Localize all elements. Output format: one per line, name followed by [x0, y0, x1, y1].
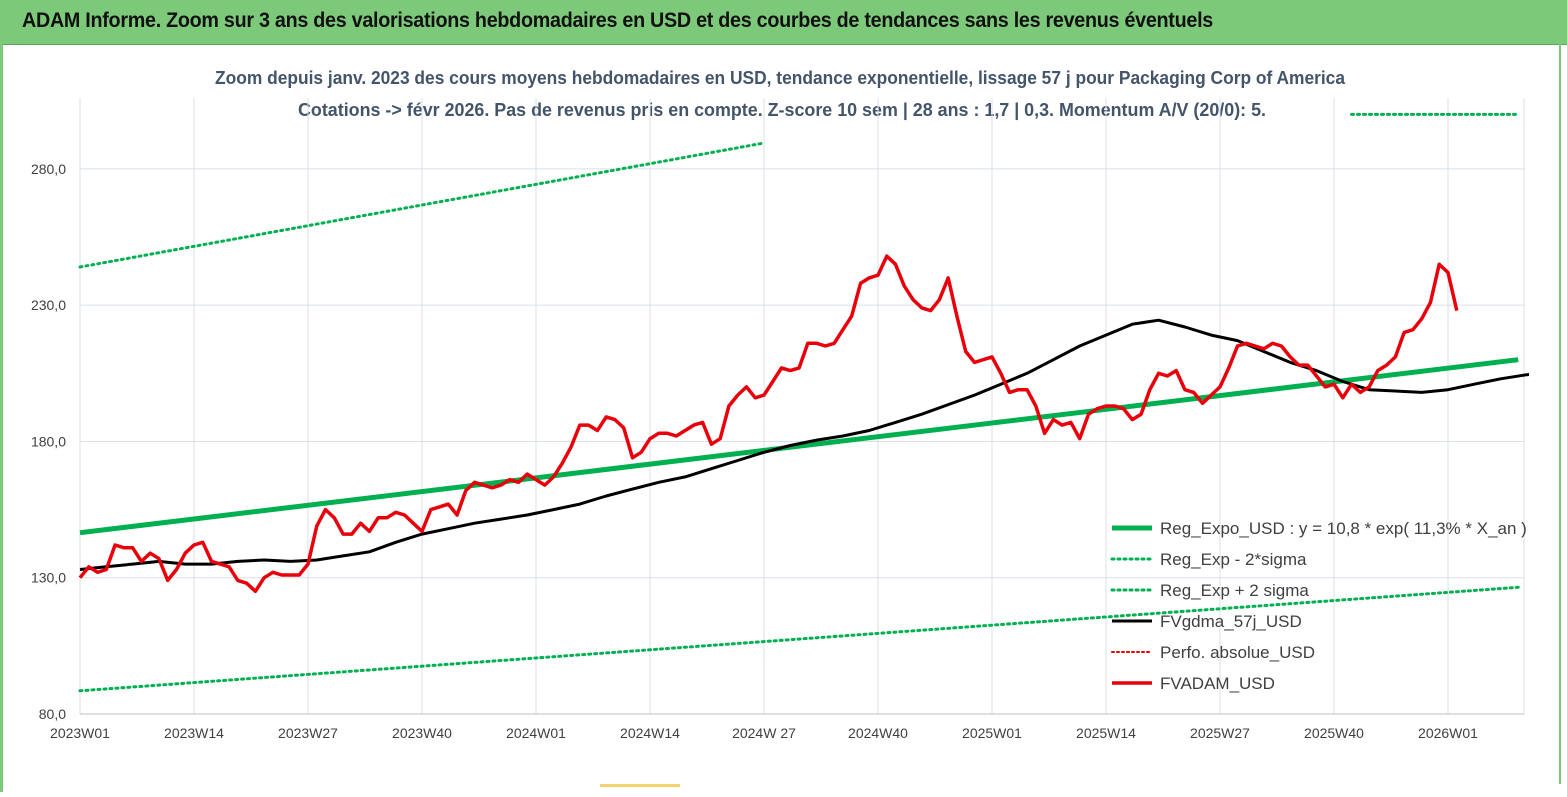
report-banner: ADAM Informe. Zoom sur 3 ans des valoris…	[0, 0, 1567, 45]
right-border	[1559, 44, 1561, 784]
bottom-marker	[600, 784, 680, 787]
x-tick-label: 2023W27	[278, 725, 338, 741]
y-tick-label: 280,0	[31, 161, 66, 177]
y-tick-label: 180,0	[31, 433, 66, 449]
legend-label: Reg_Exp + 2 sigma	[1160, 581, 1309, 600]
chart-frame: Zoom depuis janv. 2023 des cours moyens …	[0, 44, 1567, 792]
legend-label: Perfo. absolue_USD	[1160, 643, 1315, 662]
legend-label: Reg_Exp - 2*sigma	[1160, 550, 1307, 569]
grid-lines	[79, 98, 1525, 715]
fvadam-usd-series-line	[78, 254, 1459, 594]
x-tick-label: 2026W01	[1418, 725, 1478, 741]
reg-expo-usd-series-line	[79, 357, 1519, 536]
legend: Reg_Expo_USD : y = 10,8 * exp( 11,3% * X…	[1110, 519, 1527, 693]
legend-label: Reg_Expo_USD : y = 10,8 * exp( 11,3% * X…	[1160, 519, 1527, 538]
x-tick-label: 2024W14	[620, 725, 680, 741]
x-axis-ticks: 2023W01 2023W14 2023W27 2023W40 2024W01 2024W…	[50, 725, 1478, 741]
reg-exp-2-sigma-series-line	[78, 141, 766, 269]
x-tick-label: 2024W 27	[732, 725, 796, 741]
y-tick-label: 230,0	[31, 297, 66, 313]
y-tick-label: 130,0	[31, 570, 66, 586]
chart-subtitle: Cotations -> févr 2026. Pas de revenus p…	[298, 100, 1266, 120]
chart-title: Zoom depuis janv. 2023 des cours moyens …	[215, 68, 1346, 88]
plot-area	[78, 112, 1529, 693]
reg-exp-2-sigma-series-line	[78, 585, 1520, 693]
report-title: ADAM Informe. Zoom sur 3 ans des valoris…	[22, 9, 1213, 32]
x-tick-label: 2023W40	[392, 725, 452, 741]
left-border	[0, 44, 3, 792]
x-tick-label: 2024W01	[506, 725, 566, 741]
legend-label: FVADAM_USD	[1160, 674, 1275, 693]
fvgdma-57j-usd-series-line	[79, 318, 1529, 571]
x-tick-label: 2025W01	[962, 725, 1022, 741]
x-tick-label: 2025W14	[1076, 725, 1136, 741]
x-tick-label: 2024W40	[848, 725, 908, 741]
chart-canvas: Zoom depuis janv. 2023 des cours moyens …	[31, 68, 1529, 741]
x-tick-label: 2025W40	[1304, 725, 1364, 741]
x-tick-label: 2023W01	[50, 725, 110, 741]
legend-label: FVgdma_57j_USD	[1160, 612, 1302, 631]
y-axis-ticks: 80,0 130,0 180,0 230,0 280,0	[31, 161, 66, 722]
x-tick-label: 2025W27	[1190, 725, 1250, 741]
y-tick-label: 80,0	[39, 706, 66, 722]
x-tick-label: 2023W14	[164, 725, 224, 741]
